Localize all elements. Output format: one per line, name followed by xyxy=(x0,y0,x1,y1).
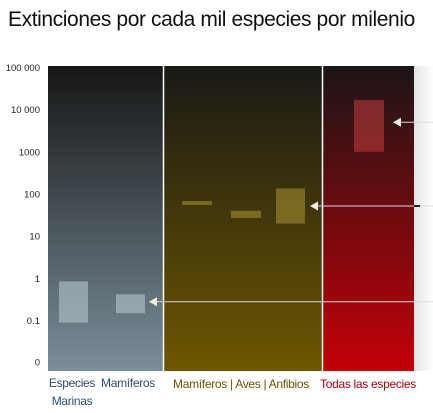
right-strip xyxy=(414,66,433,371)
y-tick-label: 1 xyxy=(35,274,40,285)
y-tick-label: 1000 xyxy=(19,147,40,158)
category-label: Mamíferos xyxy=(101,376,155,390)
category-label: Especies xyxy=(49,376,96,390)
pointer-arrow xyxy=(393,117,401,127)
pointer-arrow xyxy=(149,297,157,307)
panel-future xyxy=(323,66,414,371)
panel-background xyxy=(48,66,163,371)
range-bar xyxy=(116,294,145,314)
range-bar xyxy=(182,201,212,205)
chart-title: Extinciones por cada mil especies por mi… xyxy=(8,8,415,31)
y-tick-label: 0 xyxy=(35,358,40,369)
range-bar xyxy=(276,188,305,224)
pointer-arrow xyxy=(310,201,318,211)
y-tick-label: 100 000 xyxy=(6,63,40,74)
category-label: Todas las especies xyxy=(320,377,416,391)
category-label: Mamíferos | Aves | Anfibios xyxy=(173,377,309,391)
category-label: Marinas xyxy=(52,394,93,408)
y-tick-label: 10 xyxy=(29,232,40,243)
range-bar xyxy=(354,99,384,152)
y-tick-label: 10 000 xyxy=(11,105,40,116)
y-tick-label: 100 xyxy=(24,190,40,201)
panel-recent xyxy=(164,66,322,371)
range-bar xyxy=(231,210,261,218)
range-bar xyxy=(59,281,88,323)
y-tick-label: 0.1 xyxy=(27,316,40,327)
